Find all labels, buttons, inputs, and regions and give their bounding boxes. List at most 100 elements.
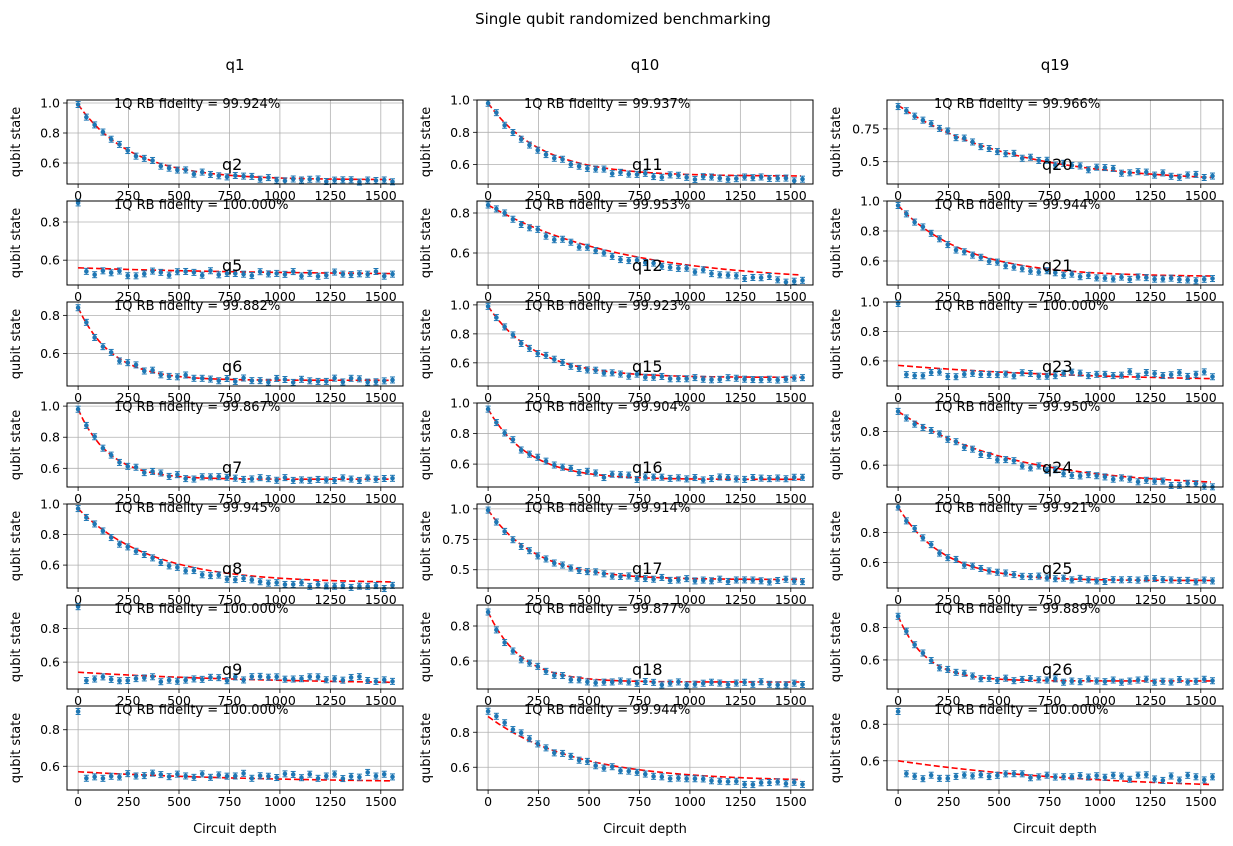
subplot-0-1: 0 250 500 750 1000 1250 1500 0.6 0.8 qubit state 1… xyxy=(9,198,404,304)
data-point xyxy=(986,568,992,574)
data-point xyxy=(1210,276,1215,281)
qubit-label: q18 xyxy=(632,660,663,679)
data-point xyxy=(527,736,532,742)
data-point xyxy=(299,177,304,183)
data-point xyxy=(1003,371,1008,377)
data-point xyxy=(1019,574,1025,579)
data-point xyxy=(920,224,926,230)
data-point xyxy=(783,279,789,285)
data-point xyxy=(158,470,164,476)
x-tick-label: 500 xyxy=(167,289,191,304)
data-point xyxy=(216,474,222,479)
x-tick-label: 1000 xyxy=(264,289,296,304)
data-point xyxy=(233,674,238,680)
data-point xyxy=(1127,369,1133,375)
fidelity-annotation: 1Q RB fidelity = 100.000% xyxy=(114,602,288,617)
x-tick-label: 500 xyxy=(577,794,601,809)
data-point xyxy=(357,478,362,483)
data-point xyxy=(241,677,246,683)
data-point xyxy=(535,454,541,460)
data-point xyxy=(357,376,362,382)
data-point xyxy=(1193,579,1199,585)
data-point xyxy=(518,222,524,227)
y-tick-label: 0.8 xyxy=(860,324,880,339)
x-tick-label: 250 xyxy=(937,289,961,304)
data-point xyxy=(1044,373,1050,379)
fidelity-annotation: 1Q RB fidelity = 99.889% xyxy=(934,602,1100,617)
data-point xyxy=(117,358,122,364)
data-point xyxy=(618,678,623,684)
data-point xyxy=(494,713,499,719)
data-point xyxy=(266,271,271,277)
axes-frame xyxy=(66,402,404,488)
data-point xyxy=(485,304,491,309)
data-point xyxy=(717,377,723,382)
data-point xyxy=(1036,463,1042,469)
data-point xyxy=(626,573,632,579)
data-point xyxy=(1011,572,1017,577)
data-point xyxy=(340,475,346,481)
data-point xyxy=(84,320,89,325)
data-point xyxy=(158,772,164,777)
data-point xyxy=(568,466,574,471)
axes-frame xyxy=(66,705,404,791)
data-point xyxy=(800,375,805,380)
data-point xyxy=(783,476,789,482)
data-point xyxy=(108,270,114,276)
x-tick-label: 0 xyxy=(894,188,902,203)
data-point xyxy=(791,178,797,184)
y-axis-label: qubit state xyxy=(829,713,844,784)
x-tick-label: 1500 xyxy=(365,289,397,304)
x-tick-label: 250 xyxy=(117,794,141,809)
data-point xyxy=(282,771,288,777)
data-point xyxy=(510,130,516,135)
data-point xyxy=(593,763,598,769)
fidelity-annotation: 1Q RB fidelity = 99.904% xyxy=(524,400,690,415)
data-point xyxy=(717,272,723,278)
data-point xyxy=(390,583,395,588)
x-tick-label: 0 xyxy=(894,491,902,506)
data-point xyxy=(1102,679,1108,684)
data-point xyxy=(290,582,296,587)
data-point xyxy=(953,557,959,562)
x-tick-label: 500 xyxy=(987,693,1011,708)
data-point xyxy=(775,175,780,181)
data-point xyxy=(315,273,321,279)
x-tick-label: 750 xyxy=(1038,794,1062,809)
data-point xyxy=(257,475,263,480)
data-point xyxy=(1077,163,1083,169)
data-point xyxy=(928,121,934,126)
y-tick-label: 0.5 xyxy=(860,154,880,169)
subplot-0-6: 0 250 500 750 1000 1250 1500 0.6 0.8 qubit state 1… xyxy=(9,703,404,837)
x-tick-label: 750 xyxy=(628,289,652,304)
data-point xyxy=(576,757,582,763)
x-tick-label: 750 xyxy=(218,794,242,809)
fit-line xyxy=(487,102,801,177)
y-tick-label: 0.8 xyxy=(40,621,60,636)
data-point xyxy=(373,679,379,684)
data-point xyxy=(315,379,321,384)
data-point xyxy=(1177,578,1182,583)
y-tick-label: 0.75 xyxy=(442,532,470,547)
subplot-grid: 0 250 500 750 1000 1250 1500 0.6 0.8 1.0 qubit sta… xyxy=(9,56,1224,837)
data-point xyxy=(75,506,81,511)
data-point xyxy=(692,776,698,782)
data-point xyxy=(381,273,387,279)
data-point xyxy=(937,369,942,375)
data-point xyxy=(937,431,942,437)
data-point xyxy=(1110,677,1116,683)
y-tick-label: 0.6 xyxy=(40,156,60,171)
data-point xyxy=(175,374,180,380)
data-point xyxy=(684,376,689,382)
data-point xyxy=(390,476,395,481)
data-point xyxy=(125,148,131,153)
qubit-label: q24 xyxy=(1042,458,1073,477)
data-point xyxy=(224,577,230,582)
x-tick-label: 750 xyxy=(628,693,652,708)
data-point xyxy=(92,774,97,780)
data-point xyxy=(133,773,139,779)
data-point xyxy=(978,452,984,457)
data-point xyxy=(568,565,574,571)
data-point xyxy=(593,166,598,172)
y-tick-label: 0.8 xyxy=(860,620,880,635)
